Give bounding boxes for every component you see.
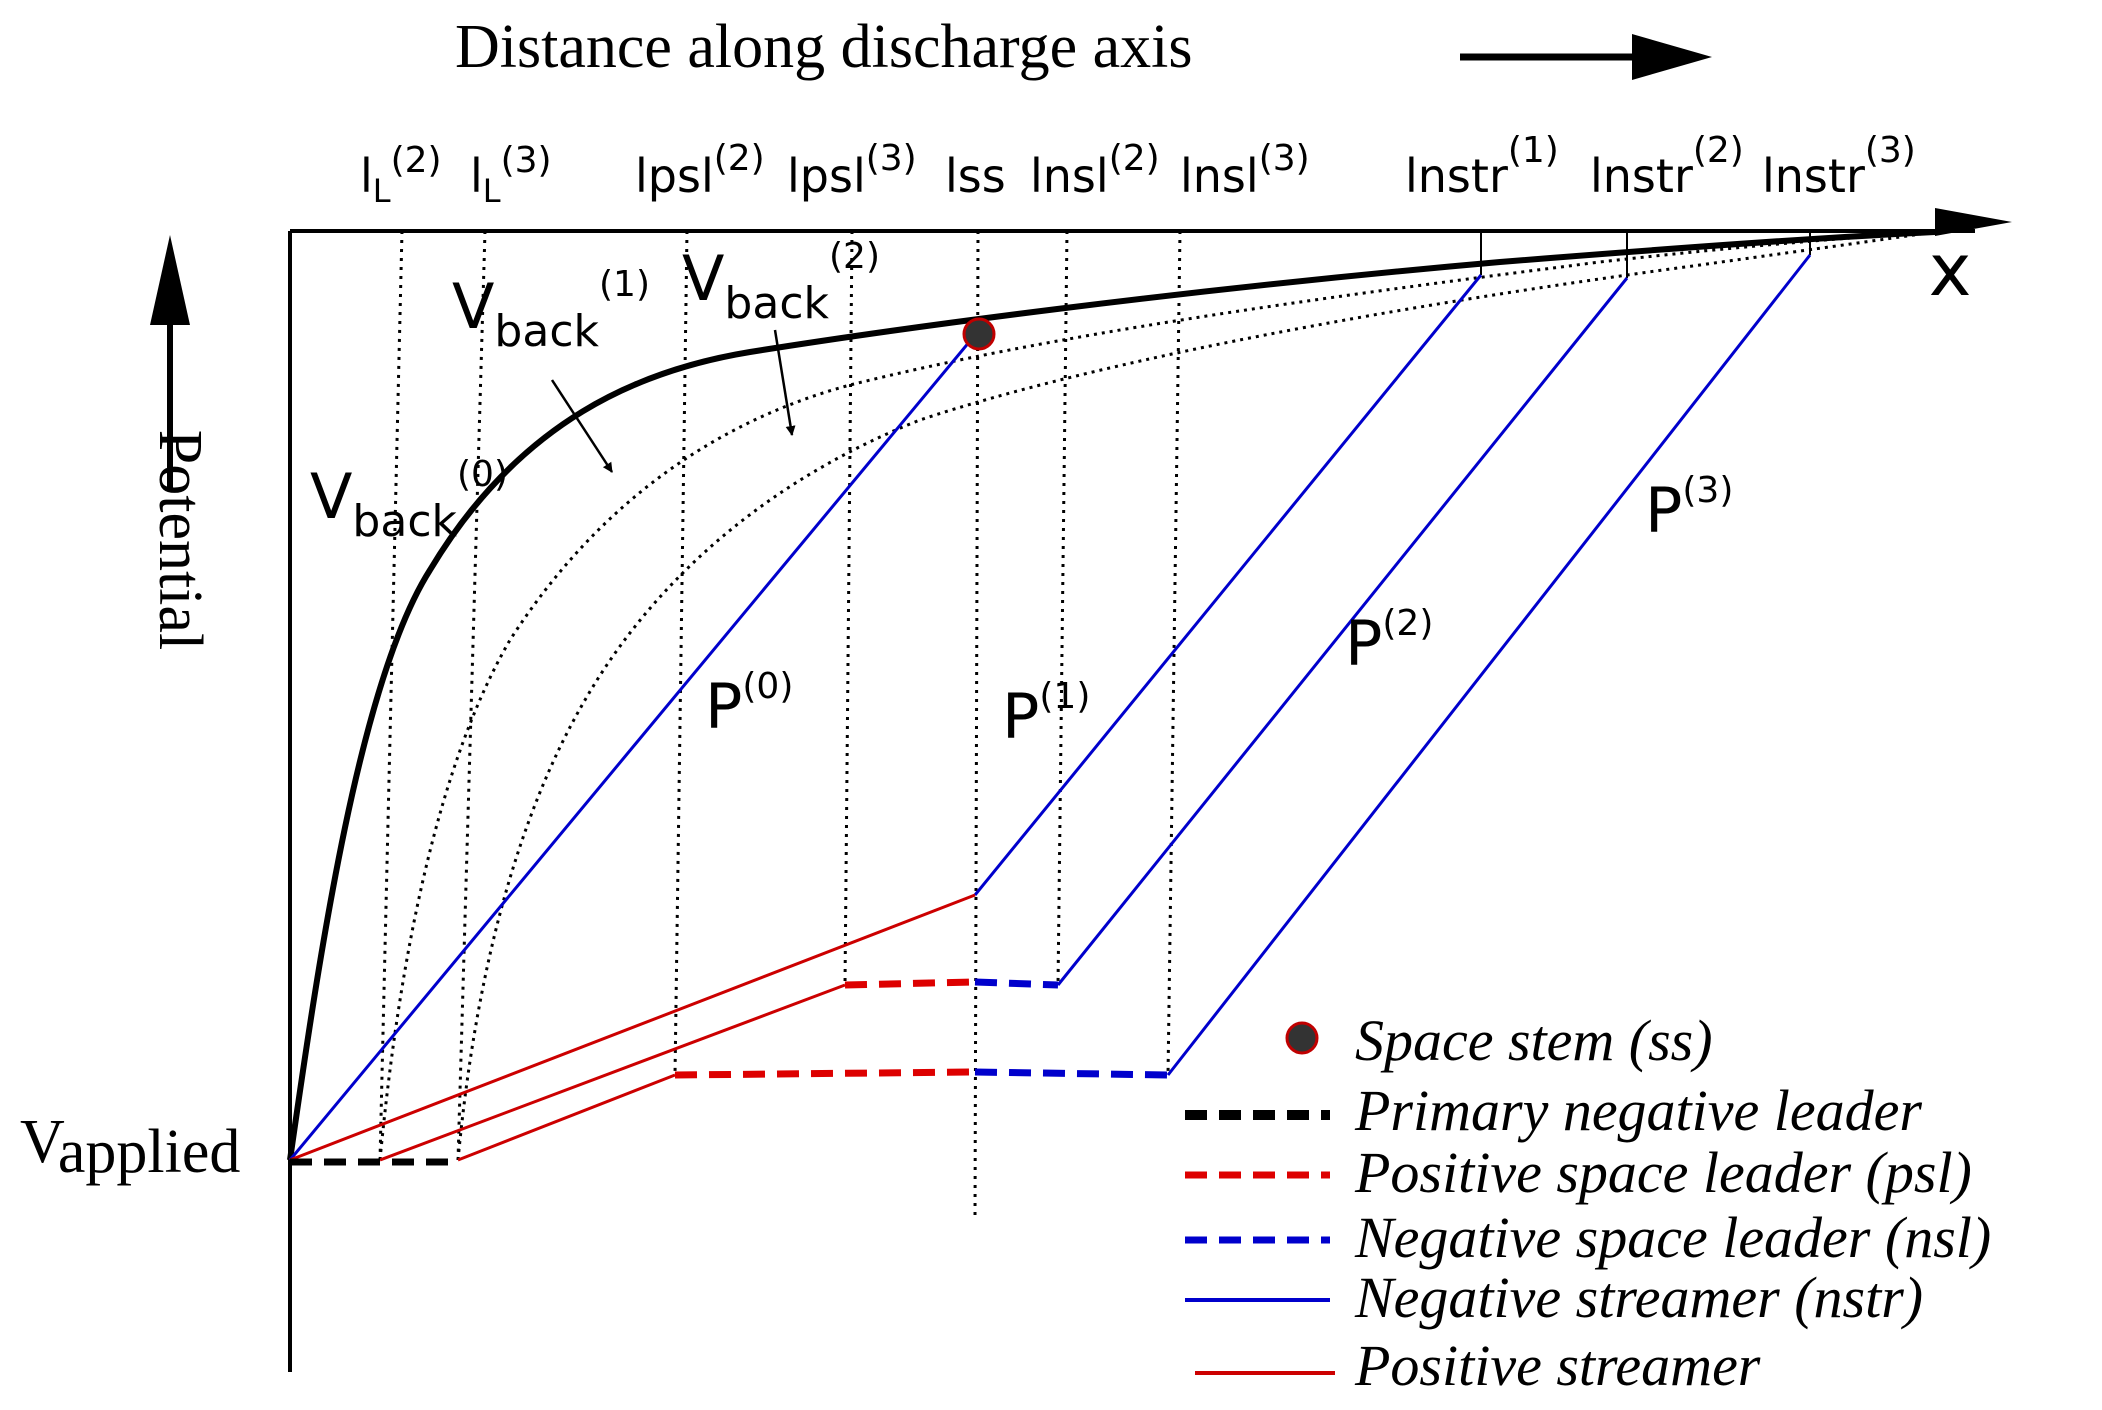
- background-curves: [287, 229, 1936, 1161]
- marker-label-lnstr1: lnstr(1): [1405, 130, 1559, 203]
- curve-labels: Vback(0) Vback(1) Vback(2): [310, 236, 880, 547]
- legend-item-positive-space-leader: Positive space leader (psl): [1185, 1140, 1972, 1205]
- p1-label: P(1): [1002, 676, 1090, 753]
- marker-label-lpsl2: lpsl(2): [635, 138, 765, 203]
- potential-up-arrow: [150, 235, 190, 490]
- y-axis-label: Potential: [146, 430, 214, 650]
- positive-streamer-1: [289, 893, 976, 1162]
- p0-negative-streamer: [288, 334, 977, 1161]
- legend: Space stem (ss) Primary negative leader …: [1185, 1008, 1991, 1398]
- legend-label: Negative space leader (nsl): [1354, 1205, 1991, 1270]
- diagram-title: Distance along discharge axis: [455, 13, 1192, 81]
- legend-label: Primary negative leader: [1354, 1078, 1922, 1143]
- v-applied-label: Vapplied: [20, 1108, 240, 1186]
- positive-streamer-3: [457, 1073, 676, 1162]
- legend-item-negative-space-leader: Negative space leader (nsl): [1185, 1205, 1991, 1270]
- legend-dot-icon: [1285, 1021, 1319, 1055]
- legend-item-positive-streamer: Positive streamer: [1195, 1333, 1761, 1398]
- marker-label-lnsl3: lnsl(3): [1180, 138, 1310, 203]
- marker-label-lnstr3: lnstr(3): [1762, 130, 1916, 203]
- vback-1-label: Vback(1): [452, 264, 650, 357]
- negative-space-leader-3: [974, 1068, 1169, 1079]
- x-axis-symbol: x: [1929, 228, 1972, 312]
- vback1-pointer: [550, 379, 614, 473]
- x-axis-arrowhead: [1935, 208, 2012, 236]
- legend-item-space-stem: Space stem (ss): [1285, 1008, 1713, 1073]
- positive-streamer-2: [379, 983, 846, 1162]
- marker-label-lss: lss: [945, 149, 1006, 203]
- marker-label-lnstr2: lnstr(2): [1590, 130, 1744, 203]
- marker-label-lnsl2: lnsl(2): [1030, 138, 1160, 203]
- space-stem-dot: [962, 317, 996, 351]
- vback2-pointer: [773, 329, 796, 436]
- ref-line-lL2: [378, 230, 404, 1161]
- marker-labels: lL(2) lL(3) lpsl(2) lpsl(3) lss lnsl(2) …: [360, 130, 1916, 210]
- ref-line-lpsl3: [843, 230, 854, 986]
- potential-labels: P(0) P(1) P(2) P(3): [705, 470, 1733, 753]
- ref-line-lL3: [456, 230, 487, 1161]
- marker-label-lL2: lL(2): [360, 140, 442, 210]
- curve-label-arrows: [550, 329, 796, 473]
- negative-space-leader-2: [974, 978, 1059, 989]
- p1-negative-streamer: [973, 274, 1483, 896]
- marker-label-lpsl3: lpsl(3): [787, 138, 917, 203]
- vback-0-label: Vback(0): [310, 454, 508, 547]
- p2-negative-streamer: [1056, 277, 1629, 986]
- leaders: [290, 978, 1169, 1166]
- reference-lines: [378, 230, 1182, 1221]
- legend-label: Positive space leader (psl): [1354, 1140, 1972, 1205]
- p2-label: P(2): [1345, 603, 1433, 680]
- ref-line-lnsl3: [1166, 230, 1182, 1076]
- negative-streamers: [288, 254, 1812, 1161]
- legend-label: Negative streamer (nstr): [1354, 1265, 1923, 1330]
- ref-line-lpsl2: [673, 230, 689, 1076]
- legend-item-negative-streamer: Negative streamer (nstr): [1185, 1265, 1923, 1330]
- ref-line-lss: [973, 230, 980, 1221]
- marker-label-lL3: lL(3): [470, 140, 552, 210]
- direction-arrow: [1460, 34, 1712, 80]
- p0-label: P(0): [705, 666, 793, 743]
- positive-streamers: [289, 893, 976, 1162]
- axes: [288, 208, 2012, 1372]
- legend-label: Space stem (ss): [1355, 1008, 1713, 1073]
- ref-line-lnsl2: [1056, 230, 1069, 986]
- legend-item-primary-negative-leader: Primary negative leader: [1185, 1078, 1922, 1143]
- vback-2-label: Vback(2): [682, 236, 880, 329]
- vback-0-curve: [287, 229, 1936, 1161]
- p3-label: P(3): [1645, 470, 1733, 547]
- positive-space-leader-2: [844, 978, 976, 989]
- positive-space-leader-3: [674, 1068, 976, 1079]
- legend-label: Positive streamer: [1354, 1333, 1761, 1398]
- p3-negative-streamer: [1166, 254, 1812, 1076]
